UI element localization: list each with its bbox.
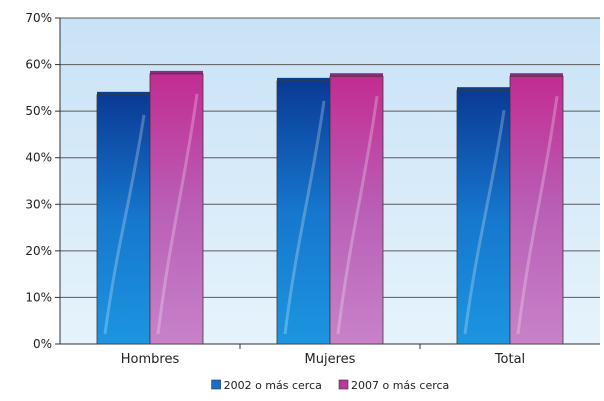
bar: [96, 94, 151, 345]
bar-highlight: [336, 96, 379, 335]
legend-label: 2002 o más cerca: [224, 379, 322, 392]
y-tick-label: 40%: [25, 151, 52, 165]
bar: [276, 80, 331, 345]
bar-top: [277, 77, 330, 81]
bar-top: [457, 87, 510, 91]
bar: [149, 73, 204, 345]
bar: [456, 89, 511, 345]
bar-highlight: [516, 96, 559, 335]
bar-highlight: [463, 109, 506, 335]
bar-top: [330, 73, 383, 77]
x-tick-label: Mujeres: [305, 352, 356, 367]
bar-top: [510, 73, 563, 77]
bar-highlight: [103, 114, 146, 335]
y-tick-label: 0%: [33, 337, 52, 351]
y-tick-label: 20%: [25, 244, 52, 258]
bar: [329, 75, 384, 345]
y-tick-label: 70%: [25, 11, 52, 25]
x-tick-label: Total: [494, 352, 525, 367]
bar-top: [97, 91, 150, 95]
bar-top: [150, 70, 203, 74]
x-tick-label: Hombres: [121, 352, 180, 367]
legend-swatch: [338, 379, 349, 390]
legend-label: 2007 o más cerca: [351, 379, 449, 392]
y-tick-label: 30%: [25, 197, 52, 211]
y-tick-label: 50%: [25, 104, 52, 118]
legend-swatch: [211, 379, 221, 390]
bar-highlight: [283, 100, 326, 335]
bar: [509, 75, 564, 345]
y-tick-label: 60%: [25, 58, 52, 72]
y-tick-label: 10%: [25, 290, 52, 304]
bar-highlight: [156, 93, 199, 335]
